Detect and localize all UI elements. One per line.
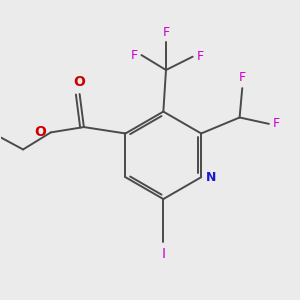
- Text: F: F: [239, 71, 246, 84]
- Text: N: N: [206, 171, 216, 184]
- Text: F: F: [130, 49, 138, 62]
- Text: F: F: [273, 117, 280, 130]
- Text: O: O: [74, 75, 85, 89]
- Text: F: F: [196, 50, 203, 63]
- Text: O: O: [34, 125, 46, 140]
- Text: I: I: [161, 247, 165, 261]
- Text: F: F: [162, 26, 169, 39]
